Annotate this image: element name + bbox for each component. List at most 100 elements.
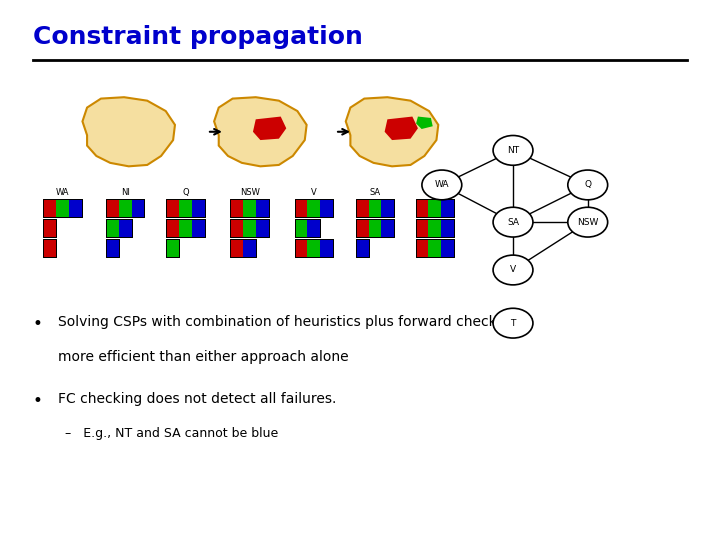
Bar	[119, 219, 132, 237]
Bar	[256, 219, 269, 237]
Bar	[294, 239, 333, 257]
Bar	[294, 239, 333, 257]
Bar	[356, 199, 394, 217]
Bar	[106, 239, 119, 257]
Bar	[166, 219, 179, 237]
Bar	[166, 219, 205, 237]
Bar	[415, 219, 454, 237]
Text: NSW: NSW	[240, 187, 260, 197]
Bar	[106, 199, 119, 217]
Bar	[230, 199, 269, 217]
Text: SA: SA	[369, 187, 380, 197]
Bar	[415, 239, 428, 257]
Bar	[106, 219, 132, 237]
Bar	[166, 219, 205, 237]
Bar	[230, 199, 243, 217]
Bar	[243, 239, 256, 257]
Polygon shape	[253, 117, 287, 140]
Text: FC checking does not detect all failures.: FC checking does not detect all failures…	[58, 392, 336, 406]
Bar	[230, 239, 256, 257]
Bar	[415, 239, 454, 257]
Bar	[230, 219, 269, 237]
Circle shape	[568, 207, 608, 237]
Text: Q: Q	[584, 180, 591, 190]
Bar	[166, 199, 205, 217]
Bar	[243, 219, 256, 237]
Text: WA: WA	[55, 187, 69, 197]
Text: SA: SA	[507, 218, 519, 227]
Bar	[356, 219, 394, 237]
Bar	[415, 199, 454, 217]
Bar	[294, 219, 320, 237]
Circle shape	[493, 207, 533, 237]
Text: more efficient than either approach alone: more efficient than either approach alon…	[58, 350, 348, 364]
Bar	[369, 219, 382, 237]
Bar	[415, 199, 454, 217]
Bar	[294, 199, 307, 217]
Bar	[43, 199, 82, 217]
Text: V: V	[510, 266, 516, 274]
Bar	[356, 219, 369, 237]
Bar	[166, 239, 179, 257]
Bar	[307, 239, 320, 257]
Bar	[192, 219, 205, 237]
Bar	[256, 199, 269, 217]
Polygon shape	[346, 97, 438, 166]
Text: NT: NT	[507, 146, 519, 155]
Bar	[243, 199, 256, 217]
Bar	[43, 199, 56, 217]
Polygon shape	[384, 117, 418, 140]
Bar	[356, 199, 394, 217]
Text: –   E.g., NT and SA cannot be blue: – E.g., NT and SA cannot be blue	[65, 427, 278, 440]
Bar	[230, 219, 243, 237]
Text: •: •	[32, 392, 42, 410]
Polygon shape	[416, 117, 433, 129]
Bar	[415, 199, 428, 217]
Bar	[428, 199, 441, 217]
Bar	[294, 199, 333, 217]
Circle shape	[422, 170, 462, 200]
Bar	[428, 219, 441, 237]
Bar	[106, 219, 132, 237]
Bar	[230, 239, 243, 257]
Bar	[294, 219, 320, 237]
Bar	[166, 239, 179, 257]
Bar	[43, 219, 56, 237]
Bar	[43, 219, 56, 237]
Bar	[415, 239, 454, 257]
Bar	[356, 219, 394, 237]
Bar	[106, 239, 119, 257]
Text: NI: NI	[121, 187, 130, 197]
Text: Q: Q	[182, 187, 189, 197]
Bar	[356, 239, 369, 257]
Bar	[43, 239, 56, 257]
Bar	[179, 219, 192, 237]
Bar	[43, 239, 56, 257]
Text: NSW: NSW	[577, 218, 598, 227]
Bar	[415, 219, 454, 237]
Bar	[356, 199, 369, 217]
Bar	[166, 239, 179, 257]
Circle shape	[493, 255, 533, 285]
Bar	[382, 219, 394, 237]
Text: Solving CSPs with combination of heuristics plus forward checking is: Solving CSPs with combination of heurist…	[58, 315, 534, 329]
Circle shape	[493, 308, 533, 338]
Text: •: •	[32, 315, 42, 333]
Bar	[230, 239, 256, 257]
Bar	[179, 199, 192, 217]
Bar	[166, 199, 179, 217]
Bar	[106, 239, 119, 257]
Bar	[307, 199, 320, 217]
Bar	[56, 199, 69, 217]
Text: T: T	[432, 187, 437, 197]
Bar	[320, 239, 333, 257]
Circle shape	[493, 136, 533, 165]
Bar	[106, 199, 145, 217]
Bar	[106, 199, 145, 217]
Bar	[230, 219, 269, 237]
Text: V: V	[311, 187, 317, 197]
Bar	[192, 199, 205, 217]
Text: WA: WA	[435, 180, 449, 190]
Bar	[356, 239, 369, 257]
Bar	[69, 199, 82, 217]
